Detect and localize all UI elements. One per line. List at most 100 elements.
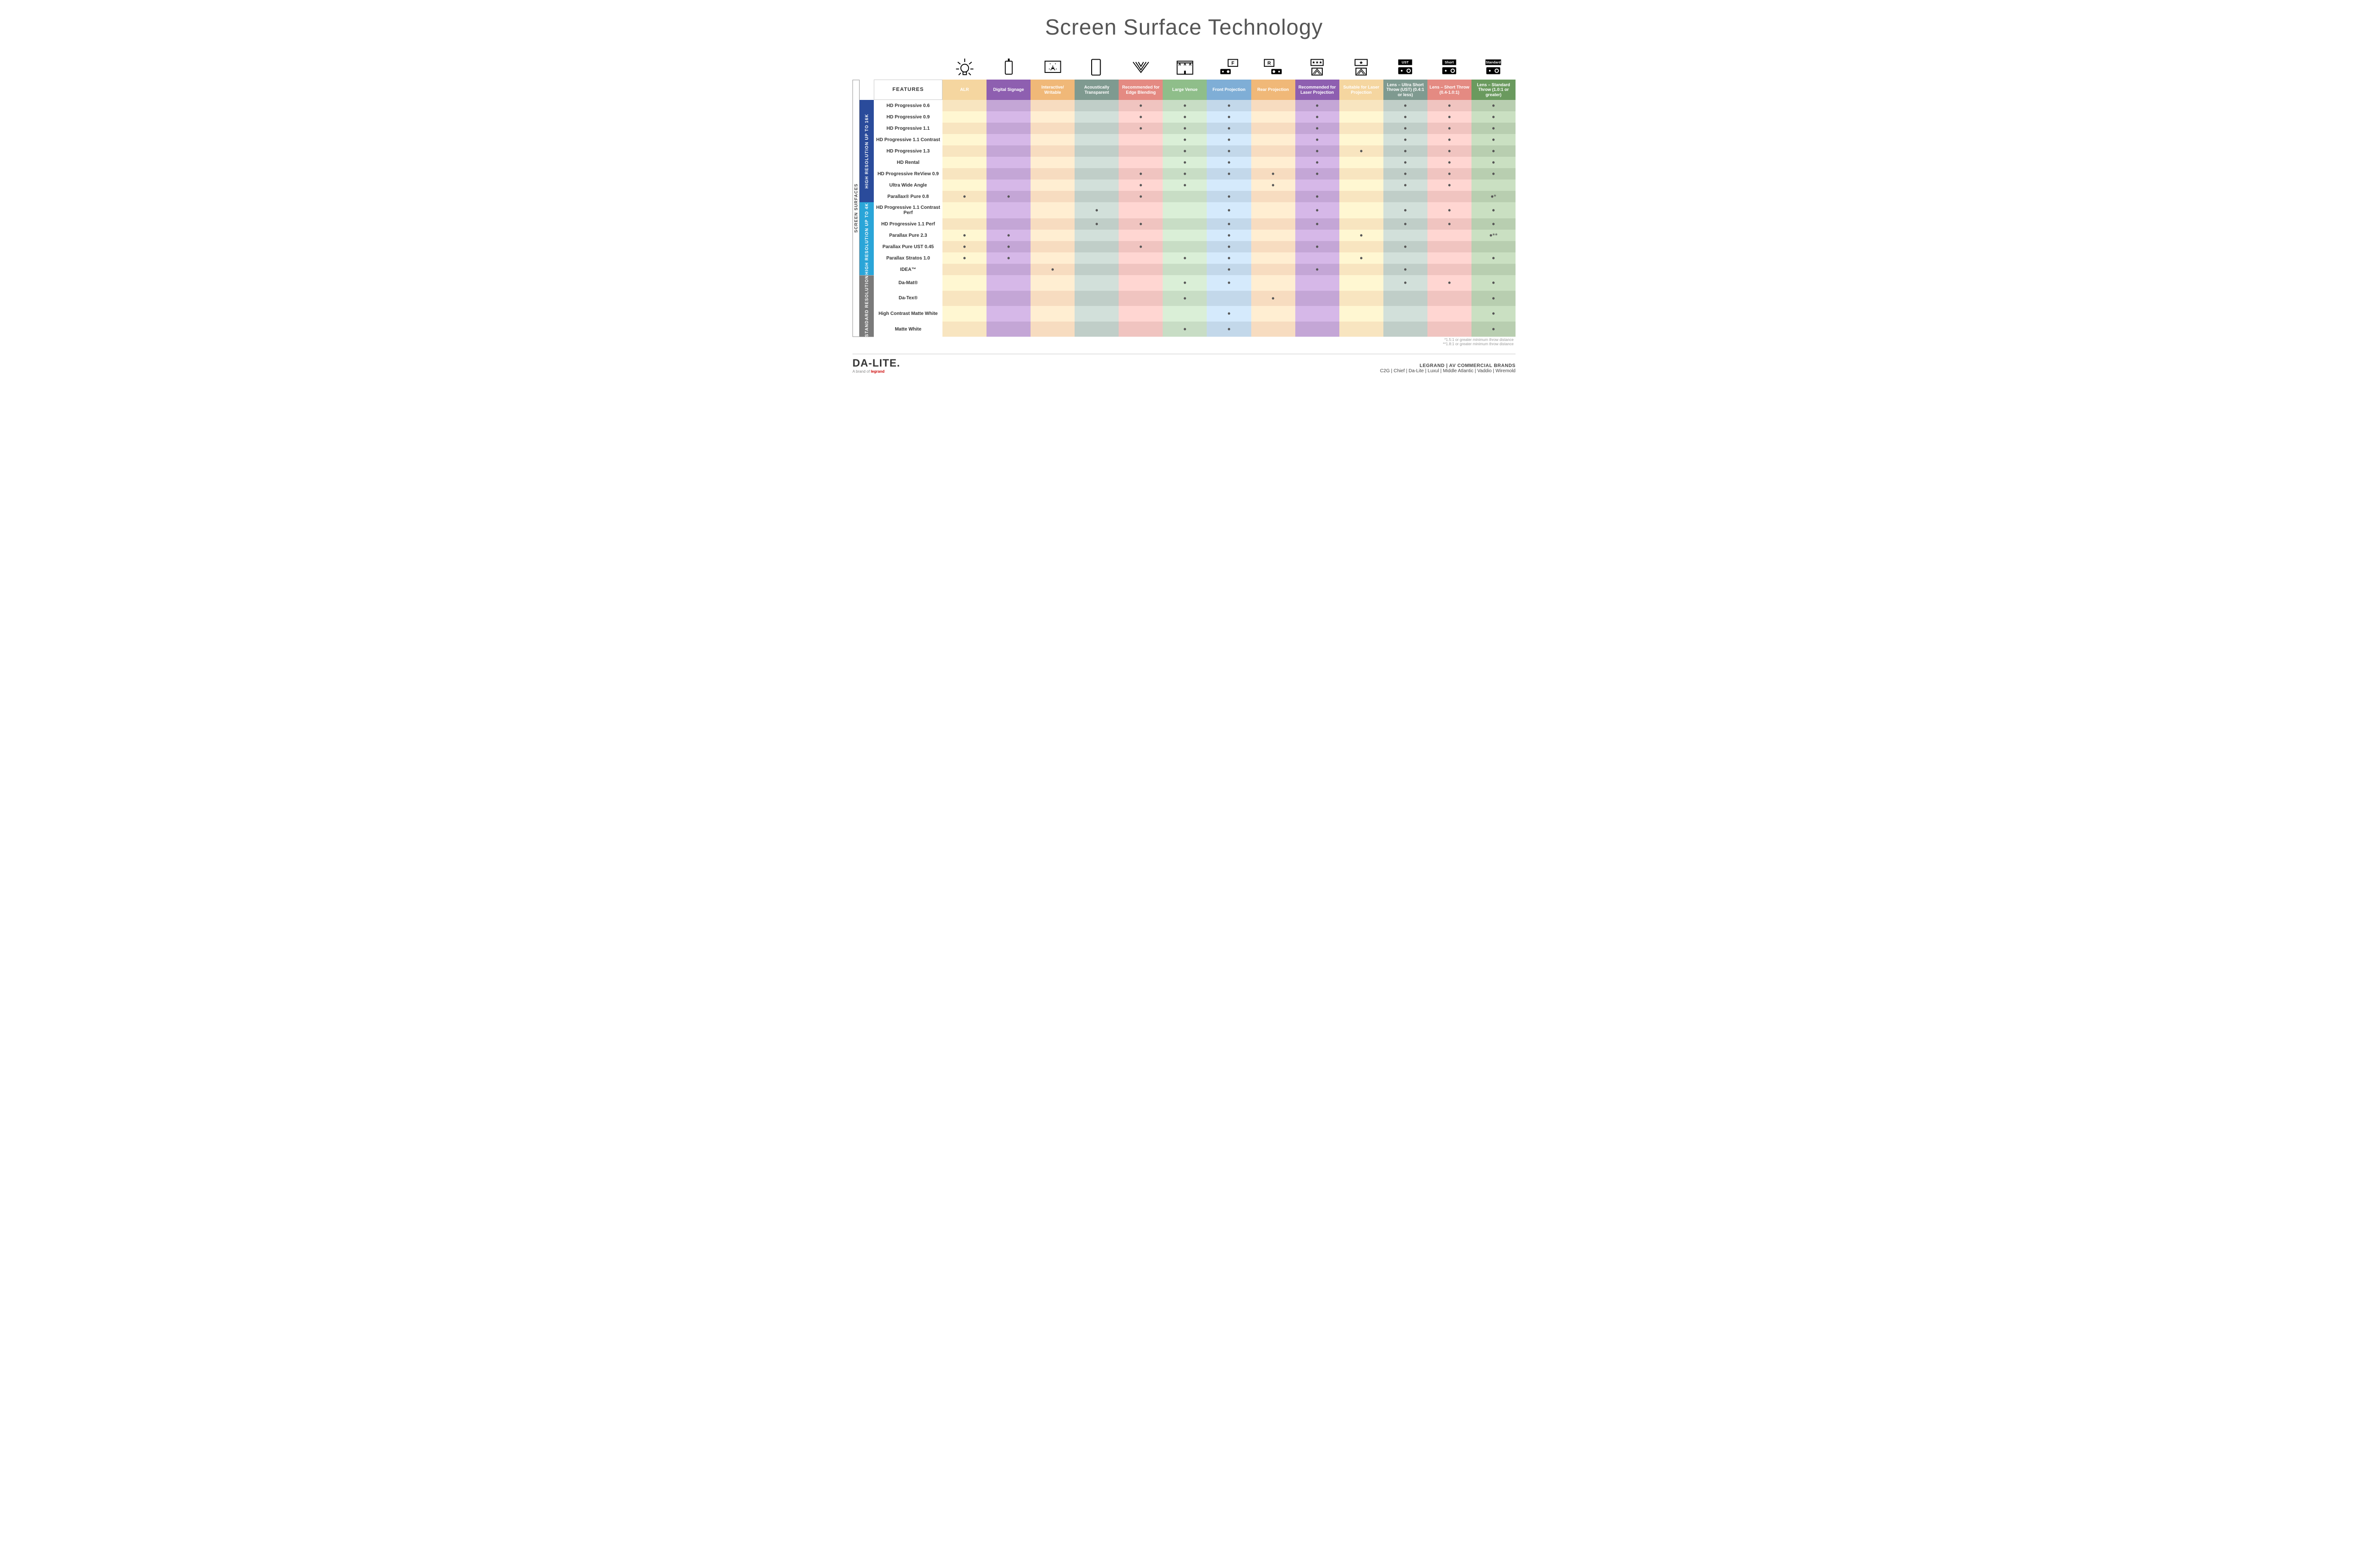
cell-14-sht bbox=[1427, 264, 1471, 275]
cell-13-int bbox=[1031, 252, 1075, 264]
cell-18-sht bbox=[1427, 322, 1471, 337]
cell-15-alr bbox=[942, 275, 987, 291]
cell-3-rlp bbox=[1295, 134, 1339, 145]
cell-10-rp bbox=[1251, 218, 1295, 230]
cell-10-aco bbox=[1075, 218, 1119, 230]
cell-1-sht bbox=[1427, 111, 1471, 123]
cell-18-slp bbox=[1339, 322, 1383, 337]
cell-0-std bbox=[1471, 100, 1516, 111]
cell-14-lv bbox=[1163, 264, 1207, 275]
cell-2-sig bbox=[987, 123, 1031, 134]
cell-13-std bbox=[1471, 252, 1516, 264]
cell-13-edge bbox=[1119, 252, 1163, 264]
cell-7-sig bbox=[987, 179, 1031, 191]
cell-3-aco bbox=[1075, 134, 1119, 145]
cell-1-sig bbox=[987, 111, 1031, 123]
cell-13-aco bbox=[1075, 252, 1119, 264]
cell-5-fp bbox=[1207, 157, 1251, 168]
cell-2-int bbox=[1031, 123, 1075, 134]
cell-11-aco bbox=[1075, 230, 1119, 241]
cell-14-rlp bbox=[1295, 264, 1339, 275]
cell-3-std bbox=[1471, 134, 1516, 145]
cell-11-edge bbox=[1119, 230, 1163, 241]
cell-6-sht bbox=[1427, 168, 1471, 179]
cell-1-rp bbox=[1251, 111, 1295, 123]
cell-4-edge bbox=[1119, 145, 1163, 157]
cell-6-fp bbox=[1207, 168, 1251, 179]
cell-10-lv bbox=[1163, 218, 1207, 230]
cell-3-sig bbox=[987, 134, 1031, 145]
cell-1-rlp bbox=[1295, 111, 1339, 123]
cell-13-alr bbox=[942, 252, 987, 264]
svg-text:★: ★ bbox=[1359, 61, 1363, 66]
page-title: Screen Surface Technology bbox=[852, 14, 1516, 40]
footer: DA-LITE. A brand of legrand LEGRAND | AV… bbox=[852, 354, 1516, 374]
cell-9-rp bbox=[1251, 202, 1295, 218]
col-header-std: Lens – Standard Throw (1.0:1 or greater) bbox=[1471, 80, 1516, 100]
projR-icon: R bbox=[1251, 49, 1295, 78]
col-header-slp: Suitable for Laser Projection bbox=[1339, 80, 1383, 100]
row-label-1: HD Progressive 0.9 bbox=[874, 111, 942, 123]
cell-2-fp bbox=[1207, 123, 1251, 134]
cell-12-rp bbox=[1251, 241, 1295, 252]
cell-2-aco bbox=[1075, 123, 1119, 134]
cell-8-fp bbox=[1207, 191, 1251, 202]
cell-9-fp bbox=[1207, 202, 1251, 218]
projStd-icon: Standard bbox=[1471, 49, 1516, 78]
cell-10-sig bbox=[987, 218, 1031, 230]
cell-13-rlp bbox=[1295, 252, 1339, 264]
cell-3-int bbox=[1031, 134, 1075, 145]
projShort-icon: Short bbox=[1427, 49, 1471, 78]
cell-8-int bbox=[1031, 191, 1075, 202]
cell-15-rlp bbox=[1295, 275, 1339, 291]
logo-block: DA-LITE. A brand of legrand bbox=[852, 357, 900, 374]
cell-12-int bbox=[1031, 241, 1075, 252]
cell-8-rlp bbox=[1295, 191, 1339, 202]
projUST-icon: UST bbox=[1383, 49, 1427, 78]
cell-14-rp bbox=[1251, 264, 1295, 275]
cell-18-rp bbox=[1251, 322, 1295, 337]
cell-18-fp bbox=[1207, 322, 1251, 337]
cell-18-edge bbox=[1119, 322, 1163, 337]
cell-16-fp bbox=[1207, 291, 1251, 306]
cell-18-aco bbox=[1075, 322, 1119, 337]
cell-4-lv bbox=[1163, 145, 1207, 157]
cell-13-sht bbox=[1427, 252, 1471, 264]
cell-1-ust bbox=[1383, 111, 1427, 123]
cell-5-lv bbox=[1163, 157, 1207, 168]
cell-0-int bbox=[1031, 100, 1075, 111]
comparison-grid: SCREEN SURFACESFEATURESALRDigital Signag… bbox=[852, 80, 1516, 347]
cell-6-alr bbox=[942, 168, 987, 179]
svg-text:Standard: Standard bbox=[1486, 60, 1501, 64]
cell-17-std bbox=[1471, 306, 1516, 322]
cell-6-slp bbox=[1339, 168, 1383, 179]
col-header-rp: Rear Projection bbox=[1251, 80, 1295, 100]
cell-6-edge bbox=[1119, 168, 1163, 179]
side-label-gstd: STANDARD RESOLUTION bbox=[860, 275, 874, 337]
cell-12-slp bbox=[1339, 241, 1383, 252]
cell-12-edge bbox=[1119, 241, 1163, 252]
cell-16-std bbox=[1471, 291, 1516, 306]
cell-15-sig bbox=[987, 275, 1031, 291]
cell-12-fp bbox=[1207, 241, 1251, 252]
cell-0-rlp bbox=[1295, 100, 1339, 111]
cell-16-sht bbox=[1427, 291, 1471, 306]
cell-7-edge bbox=[1119, 179, 1163, 191]
side-label-g16k: HIGH RESOLUTION UP TO 16K bbox=[860, 100, 874, 202]
cell-9-slp bbox=[1339, 202, 1383, 218]
cell-16-sig bbox=[987, 291, 1031, 306]
cell-17-sht bbox=[1427, 306, 1471, 322]
touch-icon bbox=[1031, 49, 1075, 78]
cell-9-lv bbox=[1163, 202, 1207, 218]
col-header-rlp: Recommended for Laser Projection bbox=[1295, 80, 1339, 100]
cell-12-std bbox=[1471, 241, 1516, 252]
cell-17-fp bbox=[1207, 306, 1251, 322]
cell-11-rlp bbox=[1295, 230, 1339, 241]
cell-17-sig bbox=[987, 306, 1031, 322]
cell-13-sig bbox=[987, 252, 1031, 264]
cell-11-std: •** bbox=[1471, 230, 1516, 241]
cell-3-lv bbox=[1163, 134, 1207, 145]
cell-7-aco bbox=[1075, 179, 1119, 191]
cell-16-rlp bbox=[1295, 291, 1339, 306]
cell-12-sht bbox=[1427, 241, 1471, 252]
